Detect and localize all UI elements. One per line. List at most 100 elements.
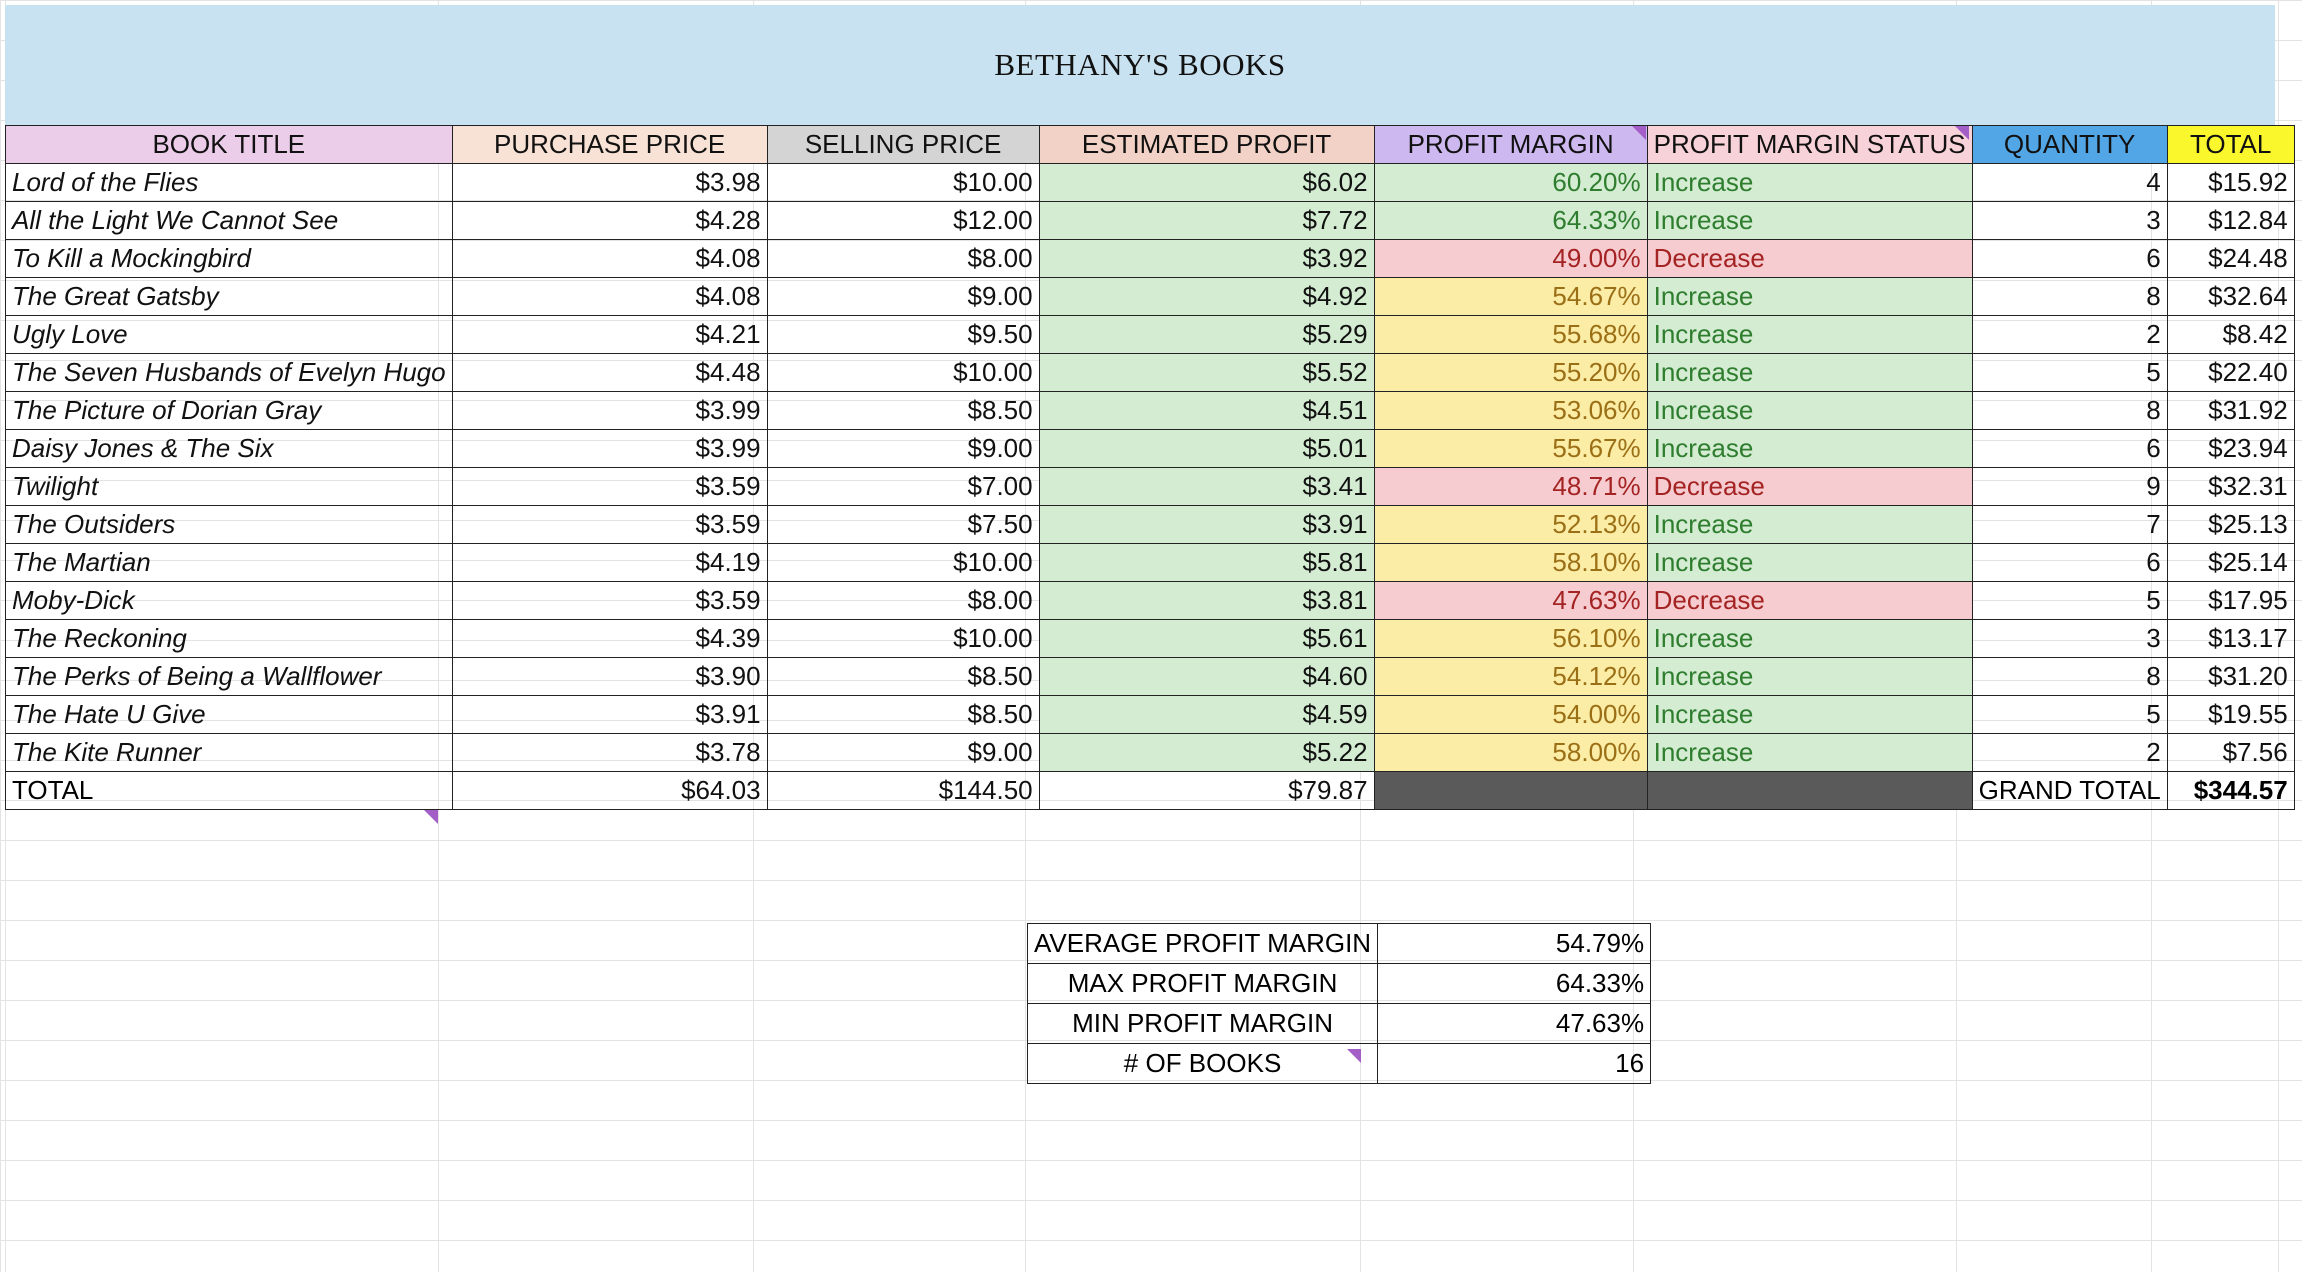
estimated-profit-cell[interactable]: $5.81 — [1038, 543, 1375, 582]
quantity-cell[interactable]: 5 — [1971, 695, 2168, 734]
purchase-price-cell[interactable]: $3.99 — [451, 429, 768, 468]
estimated-profit-cell[interactable]: $5.01 — [1038, 429, 1375, 468]
book-title-cell[interactable]: Twilight — [5, 467, 453, 506]
selling-price-cell[interactable]: $9.00 — [766, 733, 1040, 772]
summary-value-cell[interactable]: 47.63% — [1377, 1003, 1652, 1044]
header-profit-margin-status[interactable]: PROFIT MARGIN STATUS — [1646, 125, 1973, 164]
quantity-cell[interactable]: 2 — [1971, 315, 2168, 354]
purchase-price-cell[interactable]: $3.59 — [451, 581, 768, 620]
quantity-cell[interactable]: 8 — [1971, 277, 2168, 316]
purchase-price-cell[interactable]: $4.28 — [451, 201, 768, 240]
profit-margin-cell[interactable]: 55.67% — [1373, 429, 1648, 468]
estimated-profit-cell[interactable]: $3.91 — [1038, 505, 1375, 544]
comment-indicator-icon[interactable] — [1632, 126, 1646, 140]
profit-margin-status-cell[interactable]: Decrease — [1646, 467, 1973, 506]
purchase-price-cell[interactable]: $4.39 — [451, 619, 768, 658]
estimated-profit-cell[interactable]: $5.29 — [1038, 315, 1375, 354]
total-cell[interactable]: $13.17 — [2166, 619, 2295, 658]
purchase-price-cell[interactable]: $4.48 — [451, 353, 768, 392]
profit-margin-status-cell[interactable]: Increase — [1646, 543, 1973, 582]
selling-price-cell[interactable]: $10.00 — [766, 353, 1040, 392]
book-title-cell[interactable]: Lord of the Flies — [5, 163, 453, 202]
quantity-cell[interactable]: 6 — [1971, 239, 2168, 278]
totals-margin-empty-cell[interactable] — [1373, 771, 1648, 810]
profit-margin-cell[interactable]: 55.20% — [1373, 353, 1648, 392]
header-estimated-profit[interactable]: ESTIMATED PROFIT — [1038, 125, 1375, 164]
purchase-price-cell[interactable]: $4.21 — [451, 315, 768, 354]
profit-margin-status-cell[interactable]: Increase — [1646, 695, 1973, 734]
grand-total-label-cell[interactable]: GRAND TOTAL — [1971, 771, 2168, 810]
summary-label-cell[interactable]: MIN PROFIT MARGIN — [1026, 1003, 1379, 1044]
profit-margin-status-cell[interactable]: Increase — [1646, 619, 1973, 658]
estimated-profit-cell[interactable]: $5.22 — [1038, 733, 1375, 772]
estimated-profit-cell[interactable]: $7.72 — [1038, 201, 1375, 240]
book-title-cell[interactable]: The Picture of Dorian Gray — [5, 391, 453, 430]
book-title-cell[interactable]: Daisy Jones & The Six — [5, 429, 453, 468]
selling-price-cell[interactable]: $8.50 — [766, 391, 1040, 430]
book-title-cell[interactable]: The Great Gatsby — [5, 277, 453, 316]
summary-value-cell[interactable]: 16 — [1377, 1043, 1652, 1084]
total-cell[interactable]: $12.84 — [2166, 201, 2295, 240]
profit-margin-status-cell[interactable]: Increase — [1646, 315, 1973, 354]
profit-margin-cell[interactable]: 58.10% — [1373, 543, 1648, 582]
total-cell[interactable]: $7.56 — [2166, 733, 2295, 772]
grand-total-value-cell[interactable]: $344.57 — [2166, 771, 2295, 810]
profit-margin-status-cell[interactable]: Increase — [1646, 391, 1973, 430]
total-cell[interactable]: $23.94 — [2166, 429, 2295, 468]
estimated-profit-cell[interactable]: $4.59 — [1038, 695, 1375, 734]
profit-margin-status-cell[interactable]: Increase — [1646, 429, 1973, 468]
purchase-price-cell[interactable]: $3.59 — [451, 505, 768, 544]
totals-purchase-cell[interactable]: $64.03 — [451, 771, 768, 810]
quantity-cell[interactable]: 9 — [1971, 467, 2168, 506]
estimated-profit-cell[interactable]: $3.81 — [1038, 581, 1375, 620]
selling-price-cell[interactable]: $8.00 — [766, 581, 1040, 620]
estimated-profit-cell[interactable]: $6.02 — [1038, 163, 1375, 202]
profit-margin-status-cell[interactable]: Increase — [1646, 733, 1973, 772]
profit-margin-status-cell[interactable]: Increase — [1646, 163, 1973, 202]
total-cell[interactable]: $31.92 — [2166, 391, 2295, 430]
quantity-cell[interactable]: 2 — [1971, 733, 2168, 772]
profit-margin-status-cell[interactable]: Increase — [1646, 657, 1973, 696]
total-cell[interactable]: $19.55 — [2166, 695, 2295, 734]
summary-value-cell[interactable]: 54.79% — [1377, 923, 1652, 964]
profit-margin-status-cell[interactable]: Decrease — [1646, 239, 1973, 278]
total-cell[interactable]: $25.14 — [2166, 543, 2295, 582]
total-cell[interactable]: $8.42 — [2166, 315, 2295, 354]
selling-price-cell[interactable]: $10.00 — [766, 619, 1040, 658]
estimated-profit-cell[interactable]: $5.52 — [1038, 353, 1375, 392]
book-title-cell[interactable]: The Perks of Being a Wallflower — [5, 657, 453, 696]
profit-margin-status-cell[interactable]: Increase — [1646, 201, 1973, 240]
book-title-cell[interactable]: Ugly Love — [5, 315, 453, 354]
total-cell[interactable]: $32.31 — [2166, 467, 2295, 506]
purchase-price-cell[interactable]: $3.78 — [451, 733, 768, 772]
quantity-cell[interactable]: 4 — [1971, 163, 2168, 202]
book-title-cell[interactable]: The Reckoning — [5, 619, 453, 658]
purchase-price-cell[interactable]: $3.91 — [451, 695, 768, 734]
book-title-cell[interactable]: The Outsiders — [5, 505, 453, 544]
quantity-cell[interactable]: 5 — [1971, 353, 2168, 392]
quantity-cell[interactable]: 3 — [1971, 201, 2168, 240]
profit-margin-cell[interactable]: 60.20% — [1373, 163, 1648, 202]
selling-price-cell[interactable]: $10.00 — [766, 543, 1040, 582]
book-title-cell[interactable]: All the Light We Cannot See — [5, 201, 453, 240]
total-cell[interactable]: $22.40 — [2166, 353, 2295, 392]
total-cell[interactable]: $17.95 — [2166, 581, 2295, 620]
header-total[interactable]: TOTAL — [2166, 125, 2295, 164]
purchase-price-cell[interactable]: $3.98 — [451, 163, 768, 202]
quantity-cell[interactable]: 5 — [1971, 581, 2168, 620]
total-cell[interactable]: $24.48 — [2166, 239, 2295, 278]
summary-value-cell[interactable]: 64.33% — [1377, 963, 1652, 1004]
summary-label-cell[interactable]: # OF BOOKS — [1026, 1043, 1379, 1084]
profit-margin-status-cell[interactable]: Decrease — [1646, 581, 1973, 620]
profit-margin-cell[interactable]: 53.06% — [1373, 391, 1648, 430]
total-cell[interactable]: $31.20 — [2166, 657, 2295, 696]
book-title-cell[interactable]: The Hate U Give — [5, 695, 453, 734]
estimated-profit-cell[interactable]: $4.92 — [1038, 277, 1375, 316]
estimated-profit-cell[interactable]: $4.51 — [1038, 391, 1375, 430]
purchase-price-cell[interactable]: $3.59 — [451, 467, 768, 506]
total-cell[interactable]: $32.64 — [2166, 277, 2295, 316]
selling-price-cell[interactable]: $12.00 — [766, 201, 1040, 240]
profit-margin-cell[interactable]: 54.00% — [1373, 695, 1648, 734]
profit-margin-cell[interactable]: 49.00% — [1373, 239, 1648, 278]
quantity-cell[interactable]: 6 — [1971, 429, 2168, 468]
